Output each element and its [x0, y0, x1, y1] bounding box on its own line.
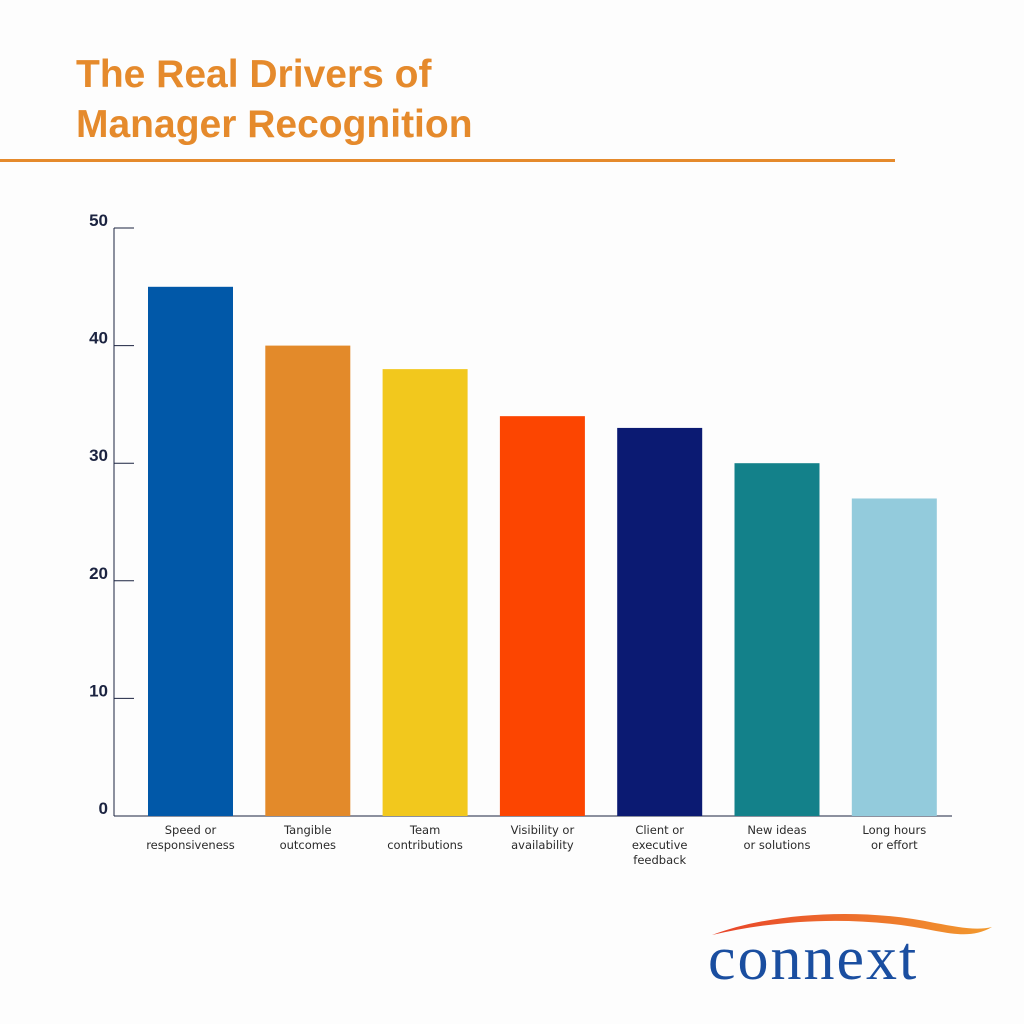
category-label-line: New ideas	[747, 823, 806, 837]
category-label-line: Tangible	[283, 823, 332, 837]
category-label-line: availability	[511, 838, 574, 852]
category-label: Client or executive feedback	[632, 823, 688, 867]
chart-title-line2: Manager Recognition	[76, 103, 473, 146]
category-label-line: feedback	[633, 853, 686, 867]
category-label: Speed or responsiveness	[146, 823, 235, 852]
category-label: Tangible outcomes	[280, 823, 336, 852]
bar	[499, 416, 585, 816]
connext-logo: connext	[708, 913, 992, 993]
category-label: Visibility or availability	[511, 823, 575, 852]
category-label-line: Speed or	[165, 823, 217, 837]
logo-swoosh-icon	[712, 913, 992, 935]
y-tick-label: 10	[89, 681, 108, 700]
bar	[851, 498, 937, 816]
category-label-line: executive	[632, 838, 688, 852]
category-label-line: Long hours	[862, 823, 926, 837]
bar	[734, 463, 820, 816]
title-divider	[0, 159, 895, 162]
chart-title: The Real Drivers of Manager Recognition	[76, 50, 473, 150]
bar	[382, 369, 468, 816]
category-label-line: Client or	[635, 823, 684, 837]
y-tick-label: 30	[89, 446, 108, 465]
category-label-line: responsiveness	[146, 838, 235, 852]
bar	[265, 345, 351, 816]
category-label-line: contributions	[387, 838, 463, 852]
chart-title-line1: The Real Drivers of	[76, 53, 432, 96]
y-tick-label: 40	[89, 329, 108, 348]
bar	[617, 427, 703, 816]
logo-text: connext	[708, 925, 918, 993]
category-label-line: outcomes	[280, 838, 336, 852]
y-tick-label: 0	[99, 799, 108, 818]
category-label-line: Team	[409, 823, 440, 837]
bar	[148, 286, 233, 816]
category-label: Long hours or effort	[862, 823, 926, 852]
y-tick-label: 50	[89, 211, 108, 230]
category-label-line: or solutions	[744, 838, 811, 852]
category-label: Team contributions	[387, 823, 463, 852]
category-label-line: or effort	[871, 838, 918, 852]
category-label: New ideas or solutions	[744, 823, 811, 852]
category-label-line: Visibility or	[511, 823, 575, 837]
y-tick-label: 20	[89, 564, 108, 583]
bar-chart: 0 10 20 30 40 50 Speed or responsiveness Tangibl…	[89, 211, 952, 867]
